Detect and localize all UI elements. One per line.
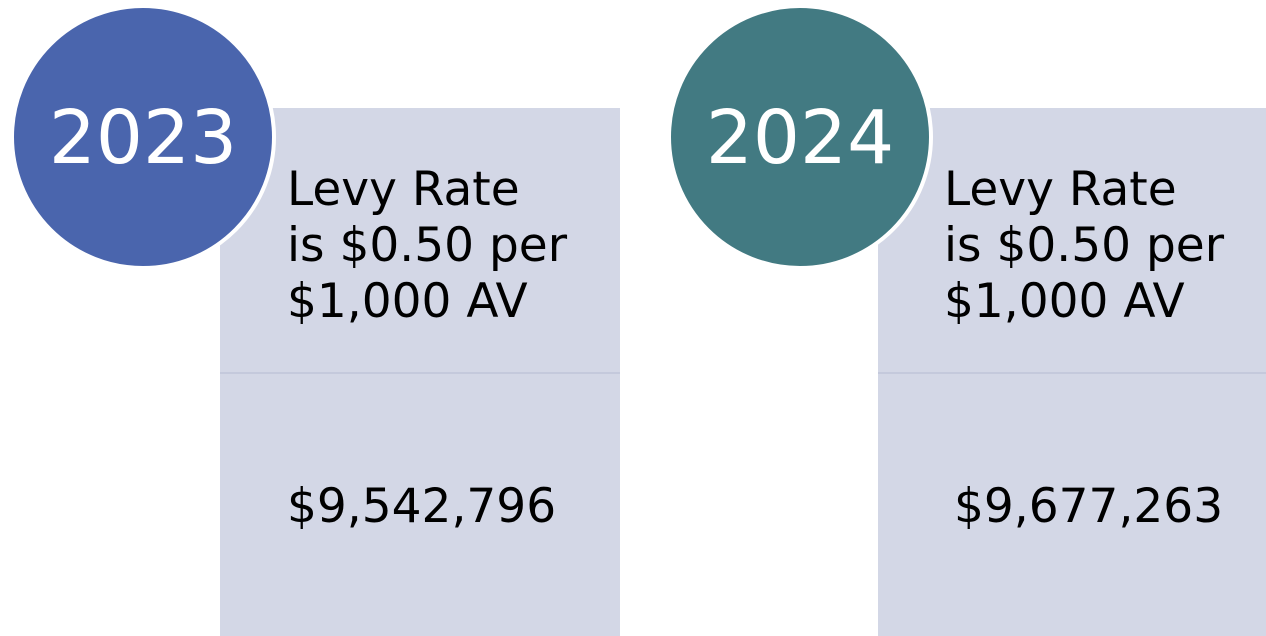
- year-badge: [10, 4, 276, 270]
- year-label: 2023: [49, 95, 237, 181]
- rate-line: is $0.50 per: [287, 218, 568, 273]
- rate-line: Levy Rate: [287, 162, 520, 217]
- rate-line: Levy Rate: [944, 162, 1177, 217]
- year-label: 2024: [706, 95, 894, 181]
- levy-amount: $9,542,796: [287, 479, 556, 534]
- rate-line: is $0.50 per: [944, 218, 1225, 273]
- rate-line: $1,000 AV: [944, 274, 1185, 329]
- year-badge: [667, 4, 933, 270]
- levy-amount: $9,677,263: [954, 479, 1223, 534]
- rate-line: $1,000 AV: [287, 274, 528, 329]
